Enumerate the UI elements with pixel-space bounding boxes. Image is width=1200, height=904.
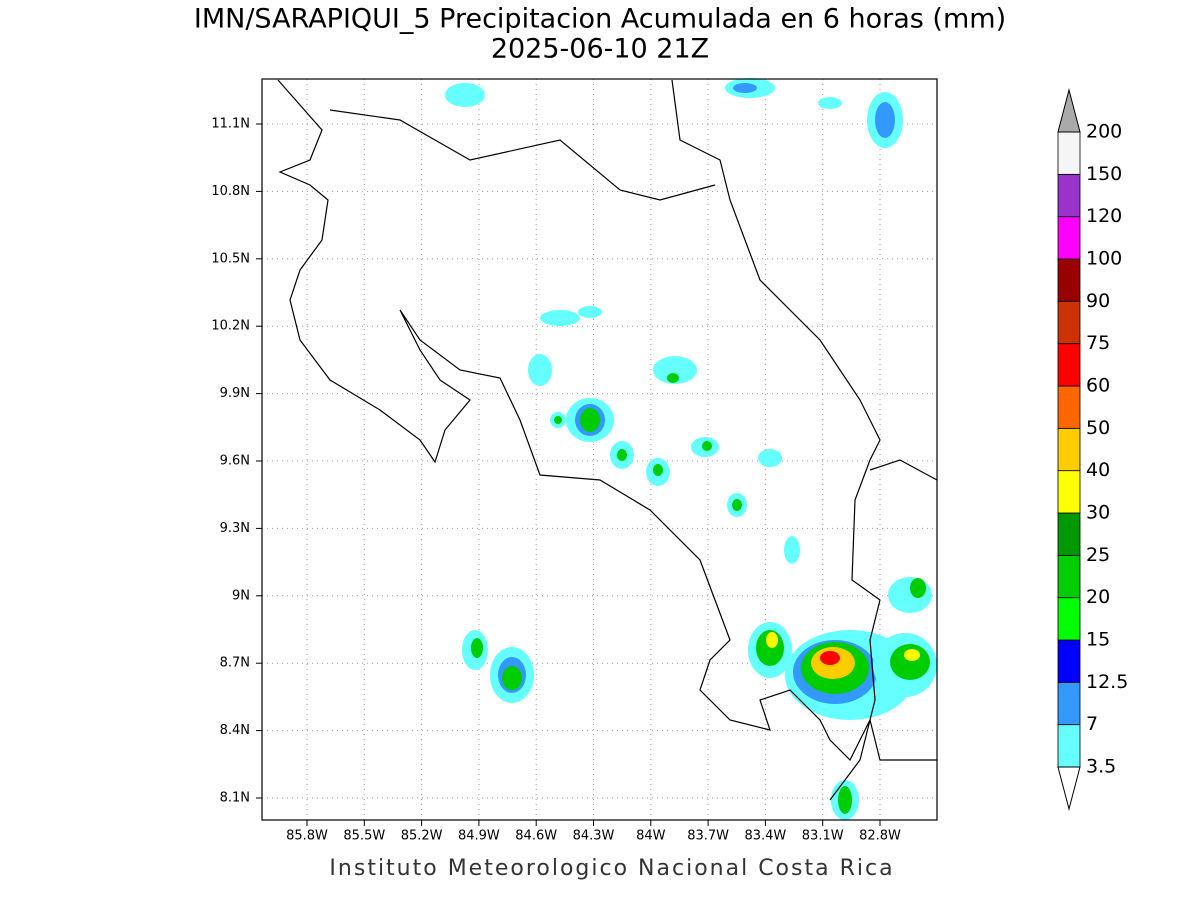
color-swatch <box>1057 724 1081 768</box>
lat-label: 9.6N <box>220 454 250 469</box>
colorbar-label: 20 <box>1086 586 1110 608</box>
color-swatch <box>1057 597 1081 641</box>
color-swatch <box>1057 554 1081 599</box>
lat-label: 9.3N <box>220 521 250 536</box>
colorbar-label: 40 <box>1086 459 1110 481</box>
colorbar-label: 150 <box>1086 163 1122 185</box>
map-frame <box>261 78 938 821</box>
color-swatch <box>1057 173 1081 218</box>
lon-label: 82.8W <box>859 829 901 844</box>
color-swatch <box>1057 131 1081 175</box>
lon-label: 85.5W <box>343 829 385 844</box>
colorbar-label: 60 <box>1086 375 1110 397</box>
lat-label: 9.9N <box>220 386 250 401</box>
colorbar-label: 3.5 <box>1086 756 1116 778</box>
lat-label: 8.7N <box>220 656 250 671</box>
colorbar-label: 30 <box>1086 502 1110 524</box>
lon-label: 84.6W <box>515 829 557 844</box>
precipitation <box>445 78 937 820</box>
color-swatch <box>1057 427 1081 472</box>
color-swatch <box>1057 385 1081 429</box>
colorbar-label: 75 <box>1086 332 1110 354</box>
subtitle: 2025-06-10 21Z <box>491 34 709 65</box>
color-swatch <box>1057 300 1081 345</box>
colorbar-label: 15 <box>1086 629 1110 651</box>
colorbar-label: 120 <box>1086 205 1122 227</box>
lat-label: 10.2N <box>211 319 250 334</box>
coastline <box>277 79 938 801</box>
color-swatch <box>1057 639 1081 683</box>
colorbar-label: 100 <box>1086 248 1122 270</box>
lat-label: 10.5N <box>211 251 250 266</box>
over-triangle <box>1057 88 1081 133</box>
color-swatch <box>1057 512 1081 556</box>
lon-label: 83.7W <box>687 829 729 844</box>
lon-label: 83.1W <box>802 829 844 844</box>
colorbar-label: 90 <box>1086 290 1110 312</box>
lon-label: 84.9W <box>458 829 500 844</box>
lon-label: 85.2W <box>401 829 443 844</box>
lon-label: 84W <box>636 829 666 844</box>
lat-label: 9N <box>232 588 250 603</box>
colorbar-label: 7 <box>1086 713 1098 735</box>
colorbar-label: 25 <box>1086 544 1110 566</box>
lon-label: 85.8W <box>286 829 328 844</box>
lon-label: 83.4W <box>744 829 786 844</box>
color-swatch <box>1057 343 1081 387</box>
lat-label: 11.1N <box>211 117 250 132</box>
colorbar-label: 200 <box>1086 121 1122 143</box>
color-swatch <box>1057 681 1081 726</box>
lat-label: 8.1N <box>220 791 250 806</box>
colorbar: 3.5 7 12.5 15 20 25 30 40 50 60 75 90 100 120 150 200 <box>1057 88 1128 811</box>
color-swatch <box>1057 470 1081 514</box>
lat-label: 8.4N <box>220 723 250 738</box>
colorbar-label: 50 <box>1086 417 1110 439</box>
lon-label: 84.3W <box>573 829 615 844</box>
lat-label: 10.8N <box>211 184 250 199</box>
under-triangle <box>1057 766 1081 811</box>
color-swatch <box>1057 216 1081 260</box>
title: IMN/SARAPIQUI_5 Precipitacion Acumulada … <box>194 4 1006 35</box>
color-swatch <box>1057 258 1081 302</box>
footer-credit: Instituto Meteorologico Nacional Costa R… <box>329 856 894 881</box>
colorbar-label: 12.5 <box>1086 671 1128 693</box>
